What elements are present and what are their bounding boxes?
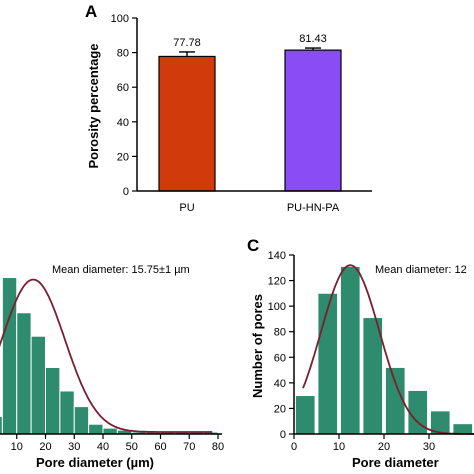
- panel-a-y-tick-label: 80: [117, 48, 129, 60]
- panel-c-x-axis-label: Pore diameter: [352, 455, 439, 470]
- panel-b-x-tick-label: 40: [97, 441, 109, 453]
- panel-b-bars: [0, 277, 219, 435]
- panel-c-fit-curve: [302, 264, 474, 435]
- panel-b-x-tick-label: 10: [11, 441, 23, 453]
- panel-b-x-tick-label: 50: [126, 441, 138, 453]
- panel-c-y-tick-label: 140: [268, 250, 286, 262]
- panel-c-y-ticks: 0 20 40 60 80 100 120 140: [268, 250, 294, 441]
- panel-b-x-tick-label: 30: [68, 441, 80, 453]
- panel-b-x-tick-label: 70: [183, 441, 195, 453]
- panel-b-bar: [88, 423, 104, 435]
- panel-c-x-tick-label: 20: [378, 441, 390, 453]
- panel-b-x-axis-label: Pore diameter (µm): [36, 455, 154, 470]
- panel-a-y-axis-label: Porosity percentage: [86, 44, 101, 169]
- panel-a-y-tick-label: 60: [117, 82, 129, 94]
- panel-a-letter: A: [85, 2, 97, 21]
- panel-c-bar: [317, 292, 338, 435]
- panel-a-y-tick-label: 20: [117, 151, 129, 163]
- panel-a-bar: [158, 55, 216, 192]
- panel-a-category-label: PU: [179, 202, 194, 214]
- panel-c-x-ticks: 0 10 20 30: [291, 434, 435, 453]
- panel-a-category-label: PU-HN-PA: [287, 202, 340, 214]
- panel-b-bar: [1, 277, 18, 435]
- panel-a-y-ticks: 0 20 40 60 80 100: [111, 13, 137, 198]
- panel-c-x-tick-label: 10: [333, 441, 345, 453]
- panel-b-bar: [73, 406, 90, 435]
- panel-b-x-ticks: 01020304050607080: [11, 434, 224, 453]
- panel-b-bar: [59, 390, 75, 435]
- panel-a-value-label: 81.43: [299, 33, 327, 45]
- panel-b-x-tick-label: 80: [212, 441, 224, 453]
- panel-b-bar: [102, 427, 118, 435]
- panel-b-x-tick-label: 60: [154, 441, 166, 453]
- panel-c-y-tick-label: 20: [274, 403, 286, 415]
- panel-c-x-tick-label: 30: [423, 441, 435, 453]
- panel-a-y-tick-label: 40: [117, 117, 129, 129]
- panel-a-y-tick-label: 0: [123, 186, 129, 198]
- panel-a: A Porosity percentage 0 20 40 60 80 100 77.78…: [85, 2, 372, 214]
- panel-a-value-label: 77.78: [173, 37, 201, 49]
- panel-c-y-tick-label: 60: [274, 352, 286, 364]
- panel-a-y-tick-label: 100: [111, 13, 129, 25]
- panel-c-y-tick-label: 40: [274, 378, 286, 390]
- panel-a-bars: 77.78 PU 81.43 PU-HN-PA: [158, 33, 342, 214]
- panel-c: C Number of pores 0 20 40 60 80 100 120 140 0 10…: [247, 236, 474, 470]
- panel-c-bar: [295, 395, 316, 435]
- panel-c-bar: [452, 423, 473, 435]
- panel-c-x-tick-label: 0: [291, 441, 297, 453]
- panel-c-mean-annotation: Mean diameter: 12: [375, 264, 467, 276]
- panel-a-bar: [284, 49, 342, 192]
- panel-c-bar: [340, 266, 361, 435]
- panel-c-y-tick-label: 80: [274, 327, 286, 339]
- panel-c-y-tick-label: 120: [268, 276, 286, 288]
- panel-c-letter: C: [247, 236, 259, 255]
- panel-b-x-tick-label: 20: [39, 441, 51, 453]
- panel-c-y-tick-label: 100: [268, 301, 286, 313]
- panel-c-y-axis-label: Number of pores: [250, 294, 265, 398]
- panel-b-fit-curve: [0, 278, 213, 433]
- panel-c-y-tick-label: 0: [280, 429, 286, 441]
- panel-b-mean-annotation: Mean diameter: 15.75±1 µm: [52, 264, 190, 276]
- panel-b-bar: [16, 312, 32, 435]
- panel-b-bar: [45, 367, 61, 435]
- panel-b-bar: [30, 335, 46, 435]
- panel-b: 01020304050607080 Mean diameter: 15.75±1…: [0, 264, 224, 470]
